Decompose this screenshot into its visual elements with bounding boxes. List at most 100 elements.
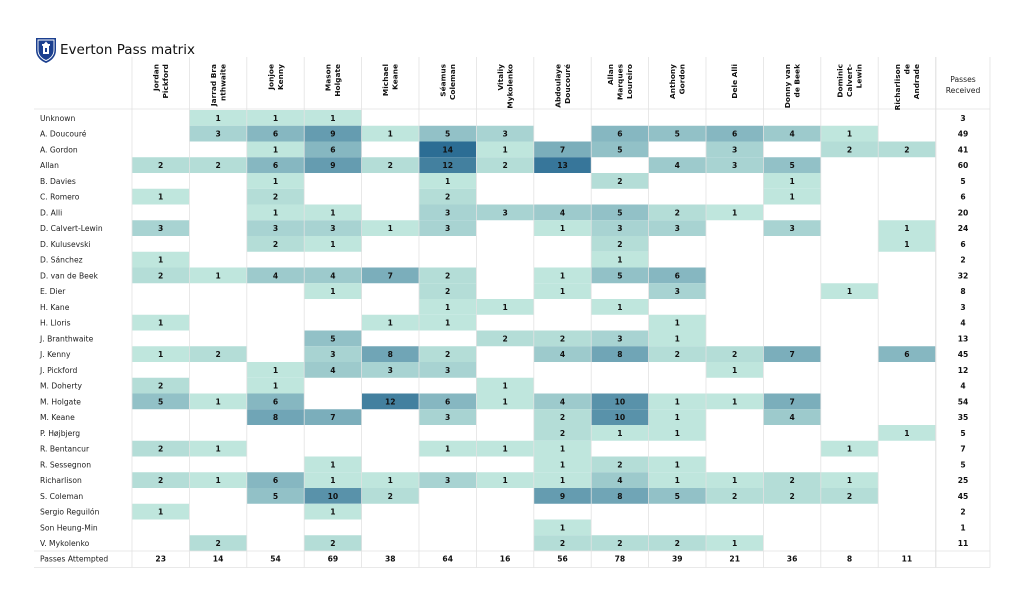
cell-value-label: 10 — [615, 397, 626, 406]
column-label: Jonjoe — [266, 64, 275, 91]
heatmap-cell — [591, 330, 649, 347]
cell-value-label: 6 — [617, 130, 622, 139]
passes-received-value: 49 — [958, 130, 969, 139]
cell-value-label: 8 — [617, 350, 622, 359]
passes-attempted-value: 78 — [615, 555, 626, 564]
row-label: B. Davies — [40, 177, 76, 186]
cell-value-label: 1 — [847, 445, 852, 454]
heatmap-cell — [304, 125, 362, 142]
chart-header: Everton Pass matrix — [34, 36, 195, 64]
cell-value-label: 5 — [617, 208, 622, 217]
column-label: Kenny — [276, 64, 285, 90]
heatmap-cell — [361, 157, 419, 173]
heatmap-cell — [189, 157, 247, 173]
row-label: Unknown — [40, 114, 75, 123]
heatmap-cell — [246, 409, 305, 425]
passes-received-header: Passes — [950, 75, 975, 84]
row-label: H. Kane — [40, 303, 70, 312]
passes-received-value: 25 — [958, 476, 969, 485]
heatmap-cell — [189, 440, 247, 457]
cell-value-label: 3 — [732, 161, 737, 170]
cell-value-label: 1 — [617, 303, 622, 312]
heatmap-cell — [419, 393, 477, 410]
column-label: Andrade — [912, 64, 921, 99]
heatmap-cell — [648, 267, 706, 284]
heatmap-cell — [246, 125, 305, 142]
heatmap-cell — [763, 488, 821, 504]
heatmap-cell — [763, 188, 821, 205]
cell-value-label: 1 — [732, 397, 737, 406]
heatmap-cell — [763, 409, 821, 425]
column-label: Doucouré — [563, 64, 572, 104]
row-label: M. Keane — [40, 413, 75, 422]
row-label: Allan — [40, 161, 59, 170]
cell-value-label: 14 — [442, 145, 453, 154]
cell-value-label: 2 — [617, 240, 622, 249]
heatmap-cell — [706, 346, 764, 362]
cell-value-label: 2 — [675, 350, 680, 359]
cell-value-label: 1 — [502, 382, 507, 391]
heatmap-cell — [706, 393, 764, 410]
cell-value-label: 12 — [442, 161, 453, 170]
heatmap-cell — [591, 472, 649, 488]
cell-value-label: 6 — [330, 145, 335, 154]
row-label: Richarlison — [40, 476, 82, 485]
heatmap-cell — [820, 283, 879, 299]
heatmap-cell — [419, 299, 477, 315]
row-label: M. Doherty — [40, 382, 82, 391]
heatmap-cell — [132, 188, 190, 205]
heatmap-cell — [648, 125, 706, 142]
cell-value-label: 2 — [445, 350, 450, 359]
heatmap-cell — [591, 251, 649, 268]
row-label: M. Holgate — [40, 397, 81, 406]
column-label: Jordan — [151, 64, 160, 92]
cell-value-label: 1 — [502, 303, 507, 312]
heatmap-cell — [648, 409, 706, 425]
heatmap-cell — [304, 456, 362, 473]
heatmap-cell — [533, 393, 592, 410]
cell-value-label: 6 — [904, 350, 909, 359]
cell-value-label: 3 — [789, 224, 794, 233]
passes-attempted-value: 56 — [557, 555, 568, 564]
cell-value-label: 1 — [330, 287, 335, 296]
heatmap-cell — [648, 157, 706, 173]
heatmap-cell — [763, 125, 821, 142]
passes-received-value: 45 — [958, 492, 969, 501]
cell-value-label: 1 — [273, 366, 278, 375]
heatmap-cell — [132, 314, 190, 331]
heatmap-cell — [763, 393, 821, 410]
passes-received-value: 54 — [958, 397, 969, 406]
cell-value-label: 1 — [215, 114, 220, 123]
heatmap-cell — [533, 267, 592, 284]
column-label: de — [902, 64, 911, 74]
cell-value-label: 1 — [330, 508, 335, 517]
cell-value-label: 2 — [732, 350, 737, 359]
heatmap-cells — [132, 110, 936, 551]
cell-value-label: 1 — [502, 145, 507, 154]
row-label: V. Mykolenko — [40, 539, 90, 548]
cell-value-label: 2 — [445, 193, 450, 202]
row-label: A. Doucouré — [40, 130, 87, 139]
cell-value-label: 1 — [732, 366, 737, 375]
heatmap-cell — [189, 110, 247, 126]
cell-value-label: 1 — [675, 429, 680, 438]
row-label: R. Bentancur — [40, 445, 90, 454]
heatmap-cell — [419, 204, 477, 221]
cell-value-label: 3 — [445, 224, 450, 233]
cell-value-label: 1 — [330, 208, 335, 217]
cell-value-label: 5 — [675, 130, 680, 139]
row-label: J. Branthwaite — [39, 334, 94, 343]
gridlines — [34, 57, 991, 568]
heatmap-cell — [820, 472, 879, 488]
heatmap-cell — [304, 488, 362, 504]
heatmap-cell — [132, 157, 190, 173]
heatmap-cell — [533, 472, 592, 488]
heatmap-cell — [304, 362, 362, 378]
heatmap-cell — [476, 141, 534, 158]
heatmap-cell — [189, 125, 247, 142]
cell-value-label: 2 — [158, 382, 163, 391]
column-label: Michael — [381, 64, 390, 96]
cell-value-label: 2 — [273, 240, 278, 249]
cell-value-label: 1 — [158, 256, 163, 265]
cell-value-label: 2 — [502, 334, 507, 343]
